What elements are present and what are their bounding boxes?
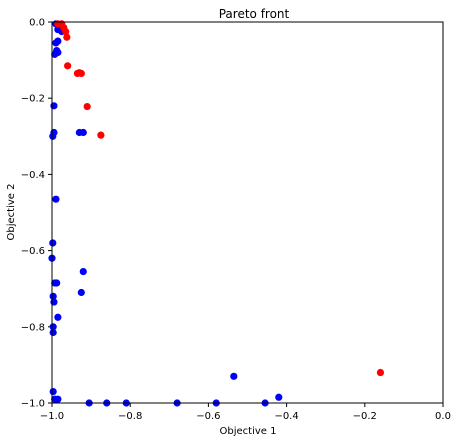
blue-data-point [77, 288, 85, 297]
y-tick-label: −0.4 [21, 170, 45, 181]
x-tick-label: −0.6 [196, 411, 220, 422]
blue-data-point [53, 279, 61, 287]
blue-data-point [79, 267, 87, 276]
data-points [48, 20, 385, 407]
blue-data-point [50, 102, 58, 110]
x-tick-label: −0.2 [353, 411, 377, 422]
blue-data-point [275, 393, 283, 401]
x-tick-label: 0.0 [435, 411, 451, 422]
y-axis-label: Objective 2 [6, 184, 17, 241]
red-data-point [97, 131, 105, 139]
blue-data-point [230, 372, 238, 380]
y-tick-label: −1.0 [21, 399, 45, 410]
y-tick-label: 0.0 [29, 18, 45, 29]
red-data-point [62, 27, 70, 36]
red-data-point [64, 62, 72, 70]
plot-frame [51, 21, 444, 404]
blue-data-point [49, 132, 57, 140]
blue-data-point [49, 387, 57, 396]
x-tick-label: −1.0 [40, 411, 64, 422]
blue-data-point [54, 48, 62, 57]
x-tick-label: −0.8 [118, 411, 142, 422]
y-tick-label: −0.2 [21, 94, 45, 105]
blue-data-point [49, 239, 57, 247]
x-axis-label: Objective 1 [220, 426, 277, 437]
red-data-point [376, 368, 385, 377]
blue-data-point [79, 128, 87, 137]
y-axis-ticks: 0.0 −0.2 −0.4 −0.6 −0.8 −1.0 [21, 18, 52, 410]
red-data-point [83, 102, 91, 111]
blue-data-point [54, 395, 62, 403]
blue-data-point [50, 298, 58, 306]
chart-title: Pareto front [219, 7, 290, 21]
x-axis-ticks: −1.0 −0.8 −0.6 −0.4 −0.2 0.0 [40, 403, 451, 422]
blue-data-point [49, 328, 57, 337]
red-data-point [77, 69, 85, 78]
blue-data-point [49, 323, 57, 331]
blue-data-point [49, 292, 57, 300]
red-data-point [63, 33, 71, 41]
y-tick-label: −0.6 [21, 246, 45, 257]
y-tick-label: −0.8 [21, 322, 45, 333]
blue-data-point [54, 313, 62, 321]
blue-data-point [52, 39, 60, 47]
blue-data-point [52, 195, 60, 203]
x-tick-label: −0.4 [274, 411, 298, 422]
